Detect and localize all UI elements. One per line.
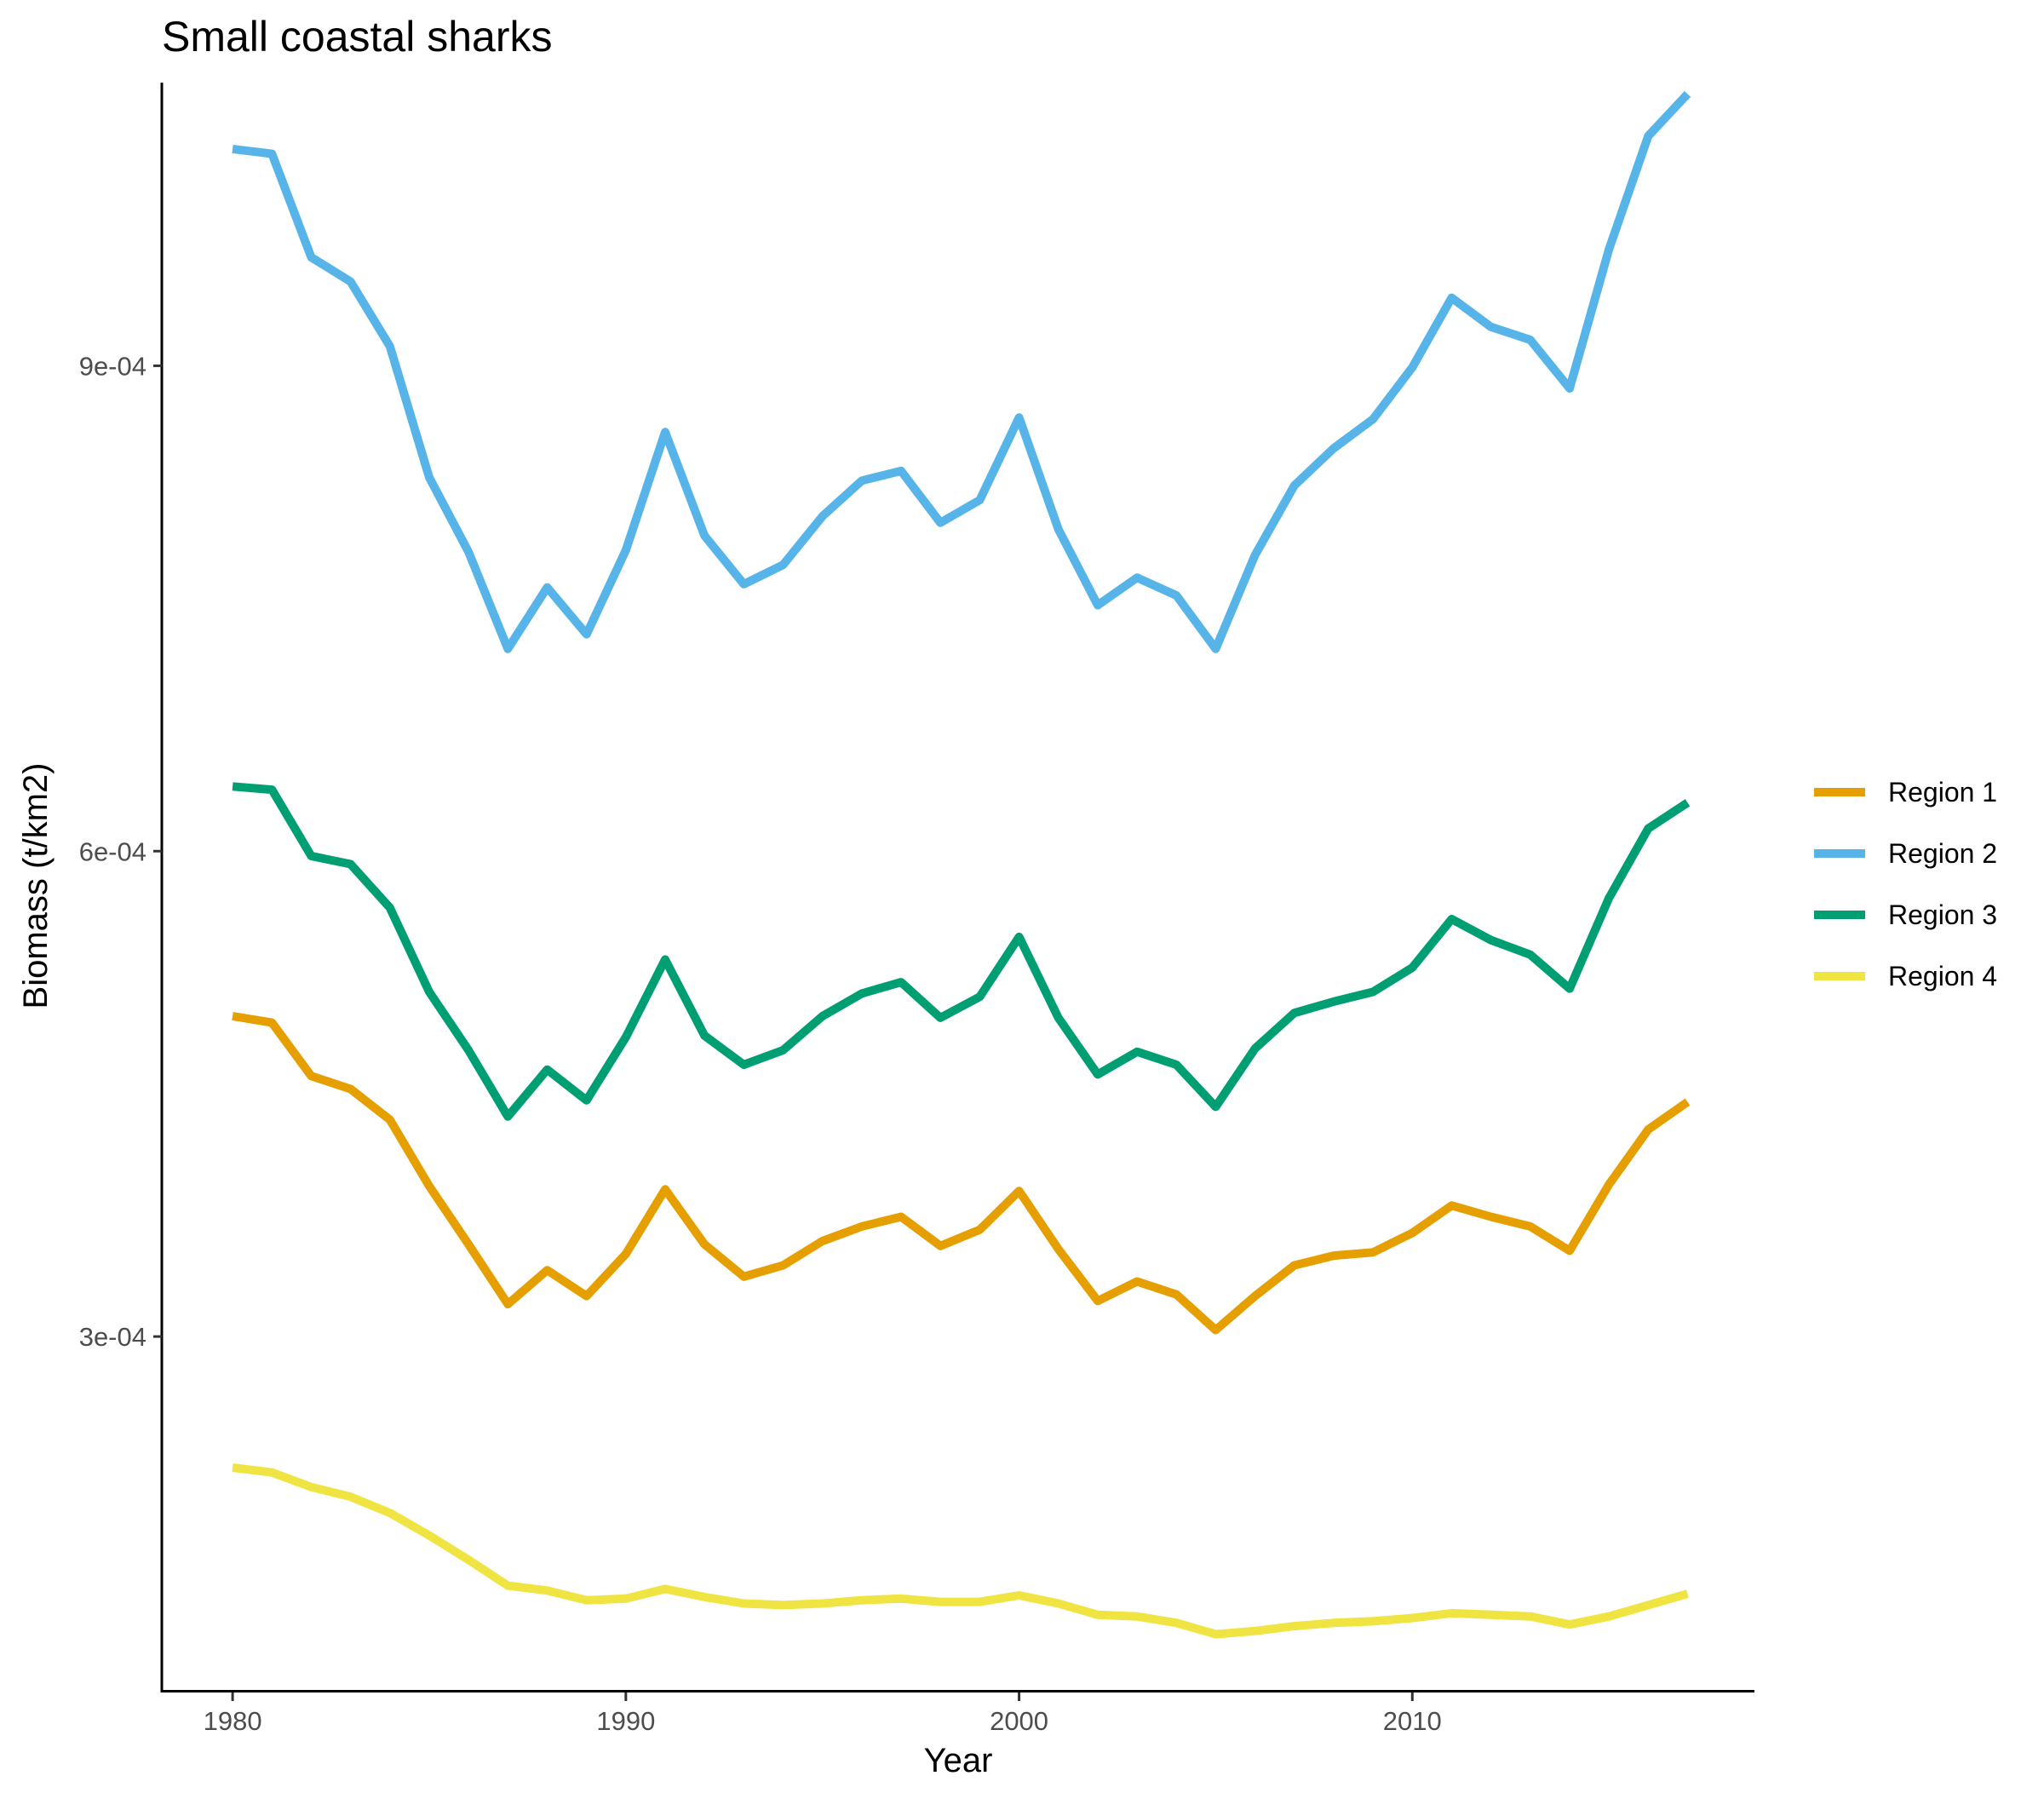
y-axis-ticks: 3e-04 6e-04 9e-04 bbox=[79, 351, 162, 1352]
x-tick-label: 2010 bbox=[1383, 1706, 1442, 1736]
series-line-region-4 bbox=[232, 1463, 1689, 1639]
x-tick-label: 1980 bbox=[204, 1706, 262, 1736]
y-axis-title: Biomass (t/km2) bbox=[17, 763, 55, 1009]
legend-label-region-3: Region 3 bbox=[1888, 899, 1997, 930]
x-axis-ticks: 1980 1990 2000 2010 bbox=[204, 1692, 1442, 1736]
plot-area bbox=[232, 90, 1691, 1639]
legend-label-region-2: Region 2 bbox=[1888, 838, 1997, 869]
legend: Region 1 Region 2 Region 3 Region 4 bbox=[1814, 777, 1997, 991]
y-tick-label: 9e-04 bbox=[79, 351, 146, 381]
chart-title: Small coastal sharks bbox=[162, 13, 553, 60]
series-line-region-1 bbox=[232, 1012, 1691, 1335]
y-tick-label: 3e-04 bbox=[79, 1322, 146, 1352]
series-line-region-3 bbox=[232, 782, 1691, 1121]
series-line-region-2 bbox=[232, 90, 1691, 653]
y-tick-label: 6e-04 bbox=[79, 836, 146, 866]
legend-label-region-1: Region 1 bbox=[1888, 777, 1997, 807]
legend-label-region-4: Region 4 bbox=[1888, 961, 1997, 991]
x-tick-label: 1990 bbox=[596, 1706, 655, 1736]
x-tick-label: 2000 bbox=[990, 1706, 1048, 1736]
x-axis-title: Year bbox=[924, 1742, 993, 1779]
